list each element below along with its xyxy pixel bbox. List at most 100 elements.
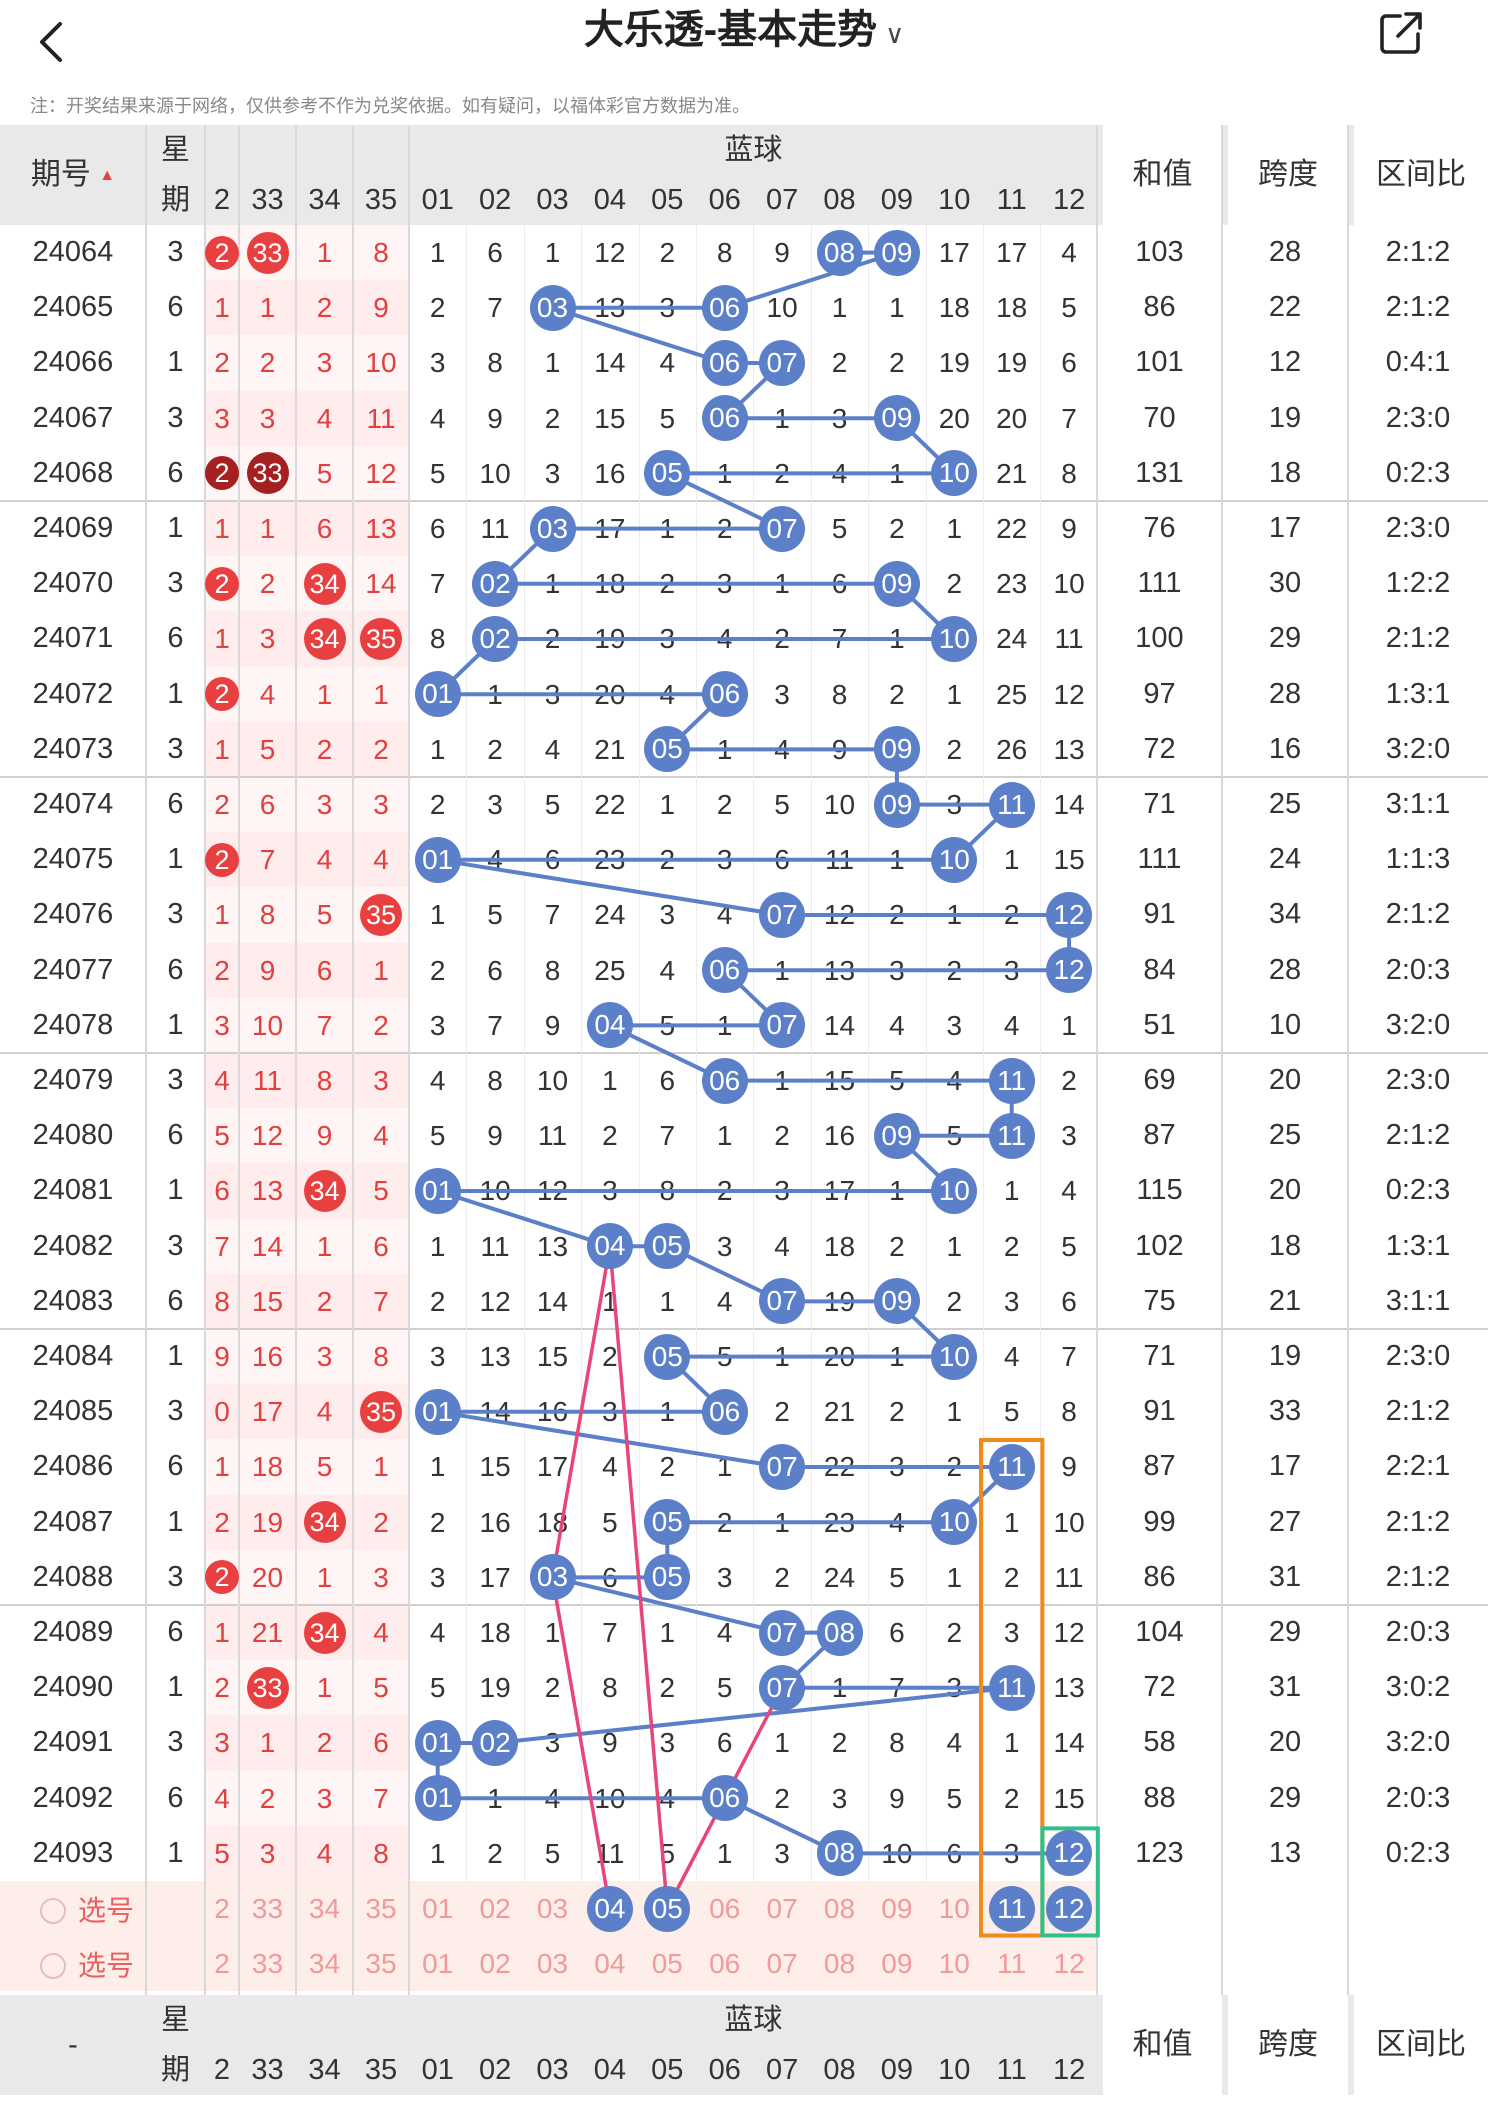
share-button[interactable] — [1376, 8, 1426, 58]
blue-ball: 09 — [873, 229, 920, 276]
select-blue-number[interactable]: 01 — [422, 1948, 454, 1979]
select-red-number[interactable]: 34 — [308, 1893, 341, 1924]
blue-miss-cell: 18 — [594, 568, 626, 600]
select-row-toggle[interactable]: 选号 — [40, 1881, 170, 1936]
select-blue-number[interactable]: 04 — [594, 1948, 626, 1979]
select-blue-number[interactable]: 08 — [823, 1893, 856, 1924]
blue-miss-cell: 3 — [429, 347, 446, 379]
weekday-cell: 3 — [167, 567, 184, 600]
select-red-number[interactable]: 35 — [365, 1948, 397, 1979]
red-miss-cell: 2 — [373, 1506, 389, 1538]
blue-miss-cell: 2 — [659, 1451, 676, 1483]
issue-cell: 24085 — [32, 1395, 114, 1428]
page-title-dropdown[interactable]: 大乐透-基本走势 ∨ — [0, 0, 1488, 60]
selected-blue-ball[interactable]: 11 — [988, 1885, 1035, 1932]
select-blue-number[interactable]: 10 — [938, 1893, 970, 1924]
blue-miss-cell: 3 — [946, 789, 963, 820]
issue-cell: 24076 — [32, 898, 114, 931]
span-cell: 24 — [1268, 843, 1302, 876]
issue-header[interactable]: 期号 ▲ — [0, 125, 146, 225]
blue-ball: 09 — [873, 781, 920, 828]
select-red-number[interactable]: 33 — [251, 1893, 284, 1924]
red-miss-cell: 1 — [316, 1561, 333, 1593]
select-blue-number[interactable]: 10 — [938, 1948, 970, 1979]
red-miss-cell: 10 — [251, 1009, 284, 1041]
selected-blue-ball[interactable]: 05 — [644, 1885, 691, 1932]
blue-miss-cell: 3 — [946, 1672, 963, 1704]
red-miss-cell: 1 — [214, 1451, 230, 1483]
select-blue-number[interactable]: 03 — [536, 1893, 569, 1924]
blue-miss-cell: 5 — [544, 1837, 561, 1869]
select-red-number[interactable]: 34 — [308, 1948, 341, 1979]
select-blue-number[interactable]: 06 — [709, 1948, 741, 1979]
blue-miss-cell: 15 — [1053, 844, 1085, 876]
selected-blue-ball[interactable]: 04 — [586, 1885, 633, 1932]
zone-cell: 1:1:3 — [1385, 843, 1451, 876]
zone-cell: 2:1:2 — [1385, 1560, 1451, 1593]
blue-ball: 03 — [529, 505, 576, 552]
select-row-toggle[interactable]: 选号 — [40, 1936, 170, 1991]
select-blue-number[interactable]: 03 — [536, 1948, 569, 1979]
blue-ball: 07 — [759, 1278, 806, 1325]
blue-miss-cell: 4 — [659, 347, 676, 379]
blue-miss-cell: 6 — [602, 1561, 618, 1593]
issue-cell: 24093 — [32, 1836, 114, 1869]
red-miss-cell: 6 — [373, 1727, 389, 1759]
blue-miss-cell: 13 — [594, 292, 626, 324]
select-red-number[interactable]: 2 — [214, 1893, 230, 1924]
red-miss-cell: 3 — [214, 1727, 230, 1759]
select-blue-number[interactable]: 02 — [479, 1948, 511, 1979]
blue-miss-cell: 3 — [716, 1561, 733, 1593]
select-blue-number[interactable]: 09 — [881, 1948, 913, 1979]
blue-miss-cell: 4 — [544, 1782, 561, 1814]
blue-miss-cell: 24 — [996, 623, 1028, 655]
blue-miss-cell: 2 — [946, 954, 963, 986]
column-divider — [466, 175, 468, 1881]
select-blue-number[interactable]: 12 — [1053, 1948, 1085, 1979]
selected-blue-ball[interactable]: 12 — [1046, 1885, 1093, 1932]
select-blue-number[interactable]: 01 — [422, 1893, 454, 1924]
issue-cell: 24077 — [32, 953, 114, 986]
select-blue-number[interactable]: 05 — [651, 1948, 683, 1979]
blue-ball: 09 — [873, 726, 920, 773]
select-blue-number[interactable]: 06 — [709, 1893, 741, 1924]
weekday-cell: 6 — [167, 1284, 184, 1317]
blue-miss-cell: 15 — [536, 1341, 569, 1372]
blue-miss-cell: 17 — [938, 237, 970, 268]
select-blue-number[interactable]: 07 — [766, 1948, 798, 1979]
blue-ball: 10 — [931, 836, 978, 883]
select-blue-number[interactable]: 02 — [479, 1893, 511, 1924]
blue-miss-cell: 2 — [602, 1120, 618, 1152]
select-blue-number[interactable]: 09 — [881, 1893, 913, 1924]
blue-miss-cell: 1 — [889, 1175, 905, 1207]
blue-ball: 10 — [931, 450, 978, 497]
select-blue-number[interactable]: 08 — [823, 1948, 856, 1979]
red-miss-cell: 4 — [373, 844, 389, 876]
blue-miss-cell: 2 — [659, 237, 676, 268]
select-red-number[interactable]: 2 — [214, 1948, 230, 1979]
blue-miss-cell: 2 — [831, 347, 848, 379]
back-button[interactable] — [30, 18, 78, 66]
select-blue-number[interactable]: 11 — [997, 1948, 1027, 1979]
select-blue-number[interactable]: 07 — [766, 1893, 798, 1924]
blue-miss-cell: 26 — [996, 733, 1028, 765]
blue-miss-cell: 2 — [602, 1341, 618, 1372]
blue-ball: 12 — [1046, 947, 1093, 994]
blue-miss-cell: 2 — [889, 899, 905, 931]
select-red-number[interactable]: 33 — [251, 1948, 284, 1979]
select-red-number[interactable]: 35 — [365, 1893, 397, 1924]
red-miss-cell: 12 — [251, 1120, 284, 1152]
blue-miss-cell: 3 — [659, 1727, 676, 1759]
blue-miss-cell: 7 — [602, 1617, 618, 1648]
blue-miss-cell: 18 — [536, 1506, 569, 1538]
red-miss-cell: 8 — [316, 1065, 333, 1096]
blue-miss-cell: 1 — [429, 899, 446, 931]
blue-miss-cell: 18 — [996, 292, 1028, 324]
blue-ball: 12 — [1046, 892, 1093, 938]
red-miss-cell: 14 — [251, 1230, 284, 1262]
weekday-header-1: 星 — [160, 134, 190, 166]
zone-cell: 3:2:0 — [1385, 1008, 1451, 1041]
span-cell: 31 — [1268, 1671, 1302, 1704]
blue-miss-cell: 11 — [824, 844, 855, 876]
blue-ball: 01 — [414, 1720, 461, 1766]
